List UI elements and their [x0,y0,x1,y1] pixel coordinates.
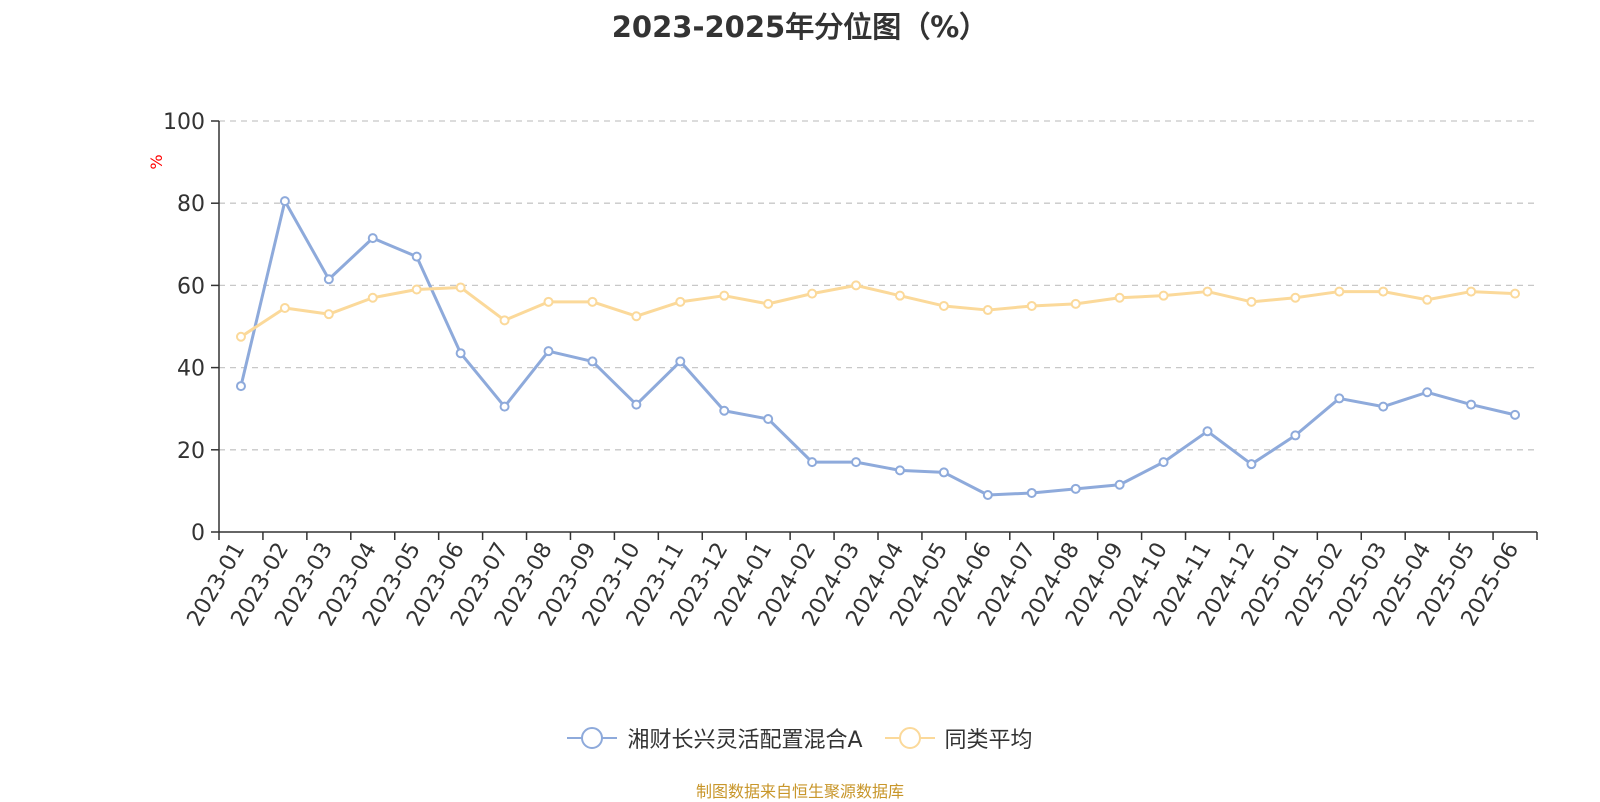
data-point-series-1 [1378,401,1389,412]
data-point-series-1 [851,457,862,468]
data-point-series-2 [938,300,949,311]
data-point-series-2 [982,305,993,316]
data-point-series-2 [763,298,774,309]
data-point-series-1 [894,465,905,476]
data-point-series-2 [1510,288,1521,299]
data-points [235,196,1521,501]
axes: 020406080100%2023-012023-022023-032023-0… [147,110,1538,631]
data-point-series-1 [982,490,993,501]
data-point-series-2 [1202,286,1213,297]
series-line-1 [239,199,1516,497]
data-point-series-1 [719,405,730,416]
data-point-series-2 [367,292,378,303]
data-point-series-1 [631,399,642,410]
data-point-series-2 [587,296,598,307]
data-point-series-1 [411,251,422,262]
series-lines [239,199,1516,497]
data-point-series-2 [1114,292,1125,303]
data-point-series-2 [499,315,510,326]
data-point-series-2 [1070,298,1081,309]
data-point-series-1 [1070,483,1081,494]
y-tick-label: 40 [177,357,205,382]
legend-swatch-icon [567,725,618,751]
data-point-series-2 [1246,296,1257,307]
y-tick-label: 100 [163,110,205,135]
data-point-series-1 [807,457,818,468]
data-point-series-2 [894,290,905,301]
data-point-series-1 [1202,426,1213,437]
y-axis-label: % [147,154,166,169]
series-line-2 [240,283,1516,339]
data-point-series-2 [631,311,642,322]
data-point-series-2 [675,296,686,307]
data-point-series-2 [1158,290,1169,301]
data-point-series-1 [1334,393,1345,404]
data-point-series-2 [851,280,862,291]
data-point-series-1 [1290,430,1301,441]
data-point-series-1 [367,233,378,244]
legend-label: 湘财长兴灵活配置混合A [627,728,863,753]
data-point-series-1 [1466,399,1477,410]
data-point-series-2 [1378,286,1389,297]
data-point-series-2 [543,296,554,307]
legend: 湘财长兴灵活配置混合A 同类平均 [0,722,1600,754]
data-point-series-1 [1510,409,1521,420]
data-point-series-1 [499,401,510,412]
data-point-series-2 [1026,300,1037,311]
legend-swatch-icon [884,725,935,751]
data-point-series-1 [1158,457,1169,468]
y-tick-label: 60 [177,274,205,299]
data-point-series-1 [938,467,949,478]
legend-item-series-2[interactable]: 同类平均 [884,722,1033,754]
data-point-series-1 [235,381,246,392]
data-point-series-2 [719,290,730,301]
data-point-series-2 [235,331,246,342]
data-point-series-1 [675,356,686,367]
data-point-series-2 [279,303,290,314]
data-point-series-1 [543,346,554,357]
data-point-series-1 [587,356,598,367]
data-point-series-1 [1114,479,1125,490]
source-note: 制图数据来自恒生聚源数据库 [695,782,904,801]
data-point-series-1 [1422,387,1433,398]
y-tick-label: 20 [177,439,205,464]
y-tick-label: 0 [191,521,205,546]
chart-title: 2023-2025年分位图（%） [611,10,989,44]
y-tick-label: 80 [177,192,205,217]
data-point-series-1 [1246,459,1257,470]
legend-label: 同类平均 [944,728,1033,753]
data-point-series-1 [455,348,466,359]
data-point-series-1 [763,413,774,424]
data-point-series-2 [1334,286,1345,297]
legend-item-series-1[interactable]: 湘财长兴灵活配置混合A [567,722,863,754]
data-point-series-2 [411,284,422,295]
data-point-series-2 [1290,292,1301,303]
data-point-series-1 [323,274,334,285]
data-point-series-2 [1466,286,1477,297]
data-point-series-2 [323,309,334,320]
data-point-series-1 [1026,487,1037,498]
data-point-series-2 [807,288,818,299]
data-point-series-2 [455,282,466,293]
data-point-series-1 [279,196,290,207]
data-point-series-2 [1422,294,1433,305]
